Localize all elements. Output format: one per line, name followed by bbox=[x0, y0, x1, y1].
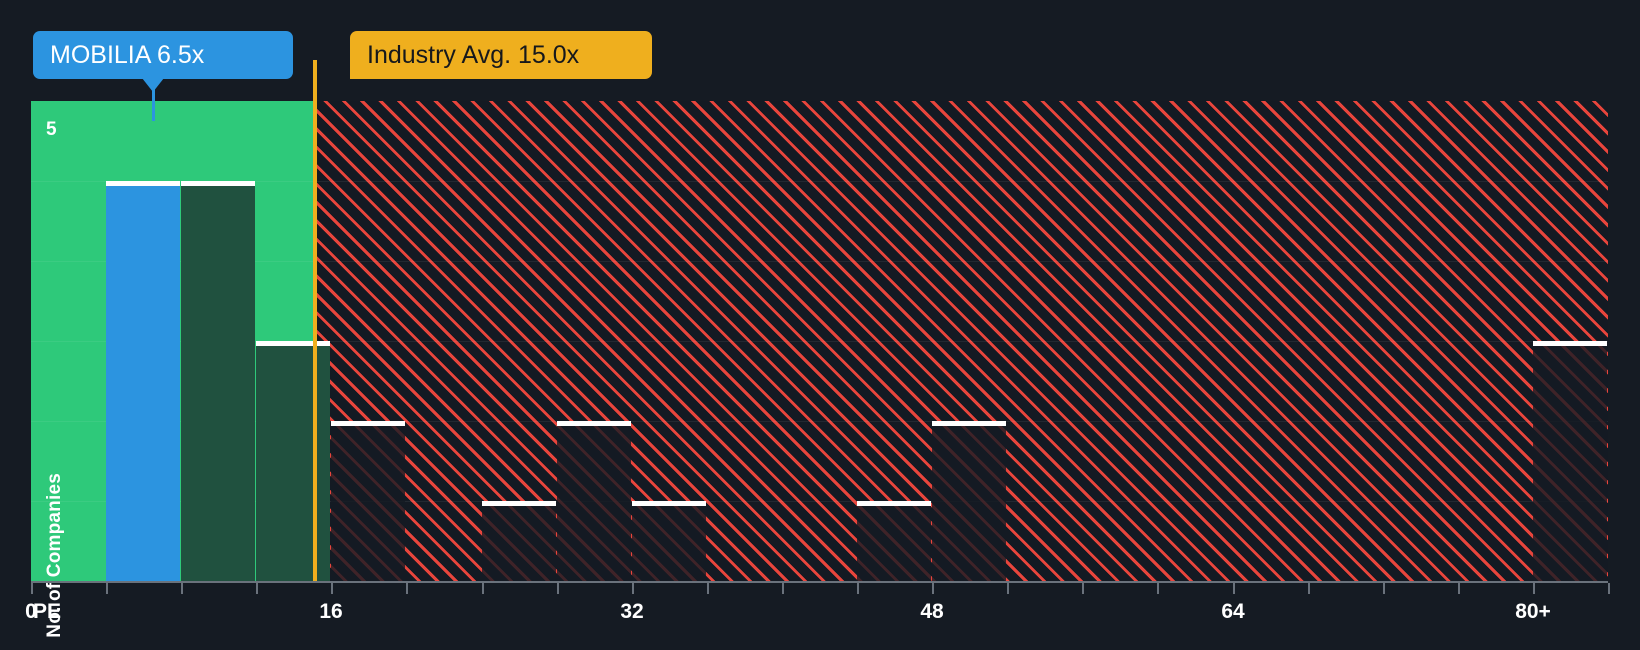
gridline-2 bbox=[31, 421, 1608, 422]
company-callout-label: MOBILIA 6.5x bbox=[50, 40, 205, 69]
x-axis-prefix-label: PE bbox=[33, 600, 62, 623]
x-axis-label-32: 32 bbox=[620, 600, 644, 623]
gridline-4 bbox=[31, 261, 1608, 262]
bar-cap bbox=[331, 421, 405, 426]
gridline-1 bbox=[31, 501, 1608, 502]
x-tick-12 bbox=[256, 583, 258, 594]
gridline-3 bbox=[31, 341, 1608, 342]
x-tick-24 bbox=[482, 583, 484, 594]
industry-avg-pointer-line bbox=[313, 60, 317, 581]
x-axis-label-64: 64 bbox=[1221, 600, 1245, 623]
x-axis-label-16: 16 bbox=[319, 600, 343, 623]
bar-cap bbox=[106, 181, 180, 186]
x-tick-52 bbox=[1007, 583, 1009, 594]
x-axis-label-48: 48 bbox=[920, 600, 944, 623]
bar-24-28[interactable] bbox=[482, 501, 556, 581]
bar-8-12[interactable] bbox=[181, 181, 255, 581]
bar-cap bbox=[181, 181, 255, 186]
x-tick-44 bbox=[857, 583, 859, 594]
bar-44-48[interactable] bbox=[857, 501, 931, 581]
gridline-5 bbox=[31, 181, 1608, 182]
x-tick-16 bbox=[331, 583, 333, 594]
industry-callout-label: Industry Avg. 15.0x bbox=[367, 40, 580, 69]
x-tick-84 bbox=[1608, 583, 1610, 594]
y-axis-top-tick-label: 5 bbox=[46, 119, 57, 140]
x-tick-76 bbox=[1458, 583, 1460, 594]
bar-cap bbox=[482, 501, 556, 506]
x-axis-line bbox=[31, 581, 1608, 583]
x-tick-8 bbox=[181, 583, 183, 594]
plot-area bbox=[31, 101, 1608, 581]
x-tick-64 bbox=[1233, 583, 1235, 594]
bar-cap bbox=[632, 501, 706, 506]
bar-fill bbox=[632, 505, 706, 581]
x-tick-68 bbox=[1308, 583, 1310, 594]
bar-fill bbox=[1533, 345, 1607, 581]
bar-fill bbox=[106, 185, 180, 581]
x-tick-40 bbox=[782, 583, 784, 594]
bar-fill bbox=[331, 425, 405, 581]
x-tick-56 bbox=[1082, 583, 1084, 594]
bar-12-16[interactable] bbox=[256, 341, 330, 581]
bar-fill bbox=[256, 345, 330, 581]
x-tick-4 bbox=[106, 583, 108, 594]
bar-4-8[interactable] bbox=[106, 181, 180, 581]
x-tick-32 bbox=[632, 583, 634, 594]
x-tick-28 bbox=[557, 583, 559, 594]
company-callout-tail bbox=[142, 78, 164, 92]
bar-fill bbox=[932, 425, 1006, 581]
bar-fill bbox=[857, 505, 931, 581]
x-axis-label-0: 0 bbox=[25, 600, 37, 623]
bar-cap bbox=[1533, 341, 1607, 346]
bar-16-20[interactable] bbox=[331, 421, 405, 581]
x-tick-48 bbox=[932, 583, 934, 594]
x-tick-0 bbox=[31, 583, 33, 594]
bar-fill bbox=[181, 185, 255, 581]
bar-fill bbox=[557, 425, 631, 581]
bar-fill bbox=[482, 505, 556, 581]
x-tick-80 bbox=[1533, 583, 1535, 594]
company-callout[interactable]: MOBILIA 6.5x bbox=[33, 31, 293, 79]
bar-80+[interactable] bbox=[1533, 341, 1607, 581]
bar-cap bbox=[932, 421, 1006, 426]
industry-callout[interactable]: Industry Avg. 15.0x bbox=[350, 31, 652, 79]
bar-cap bbox=[256, 341, 330, 346]
bar-cap bbox=[557, 421, 631, 426]
company-pointer-line bbox=[152, 79, 155, 121]
x-tick-36 bbox=[707, 583, 709, 594]
x-tick-72 bbox=[1383, 583, 1385, 594]
bar-32-36[interactable] bbox=[632, 501, 706, 581]
x-axis-label-80+: 80+ bbox=[1515, 600, 1551, 623]
bar-48-52[interactable] bbox=[932, 421, 1006, 581]
bar-cap bbox=[857, 501, 931, 506]
x-tick-60 bbox=[1157, 583, 1159, 594]
x-tick-20 bbox=[406, 583, 408, 594]
bar-28-32[interactable] bbox=[557, 421, 631, 581]
